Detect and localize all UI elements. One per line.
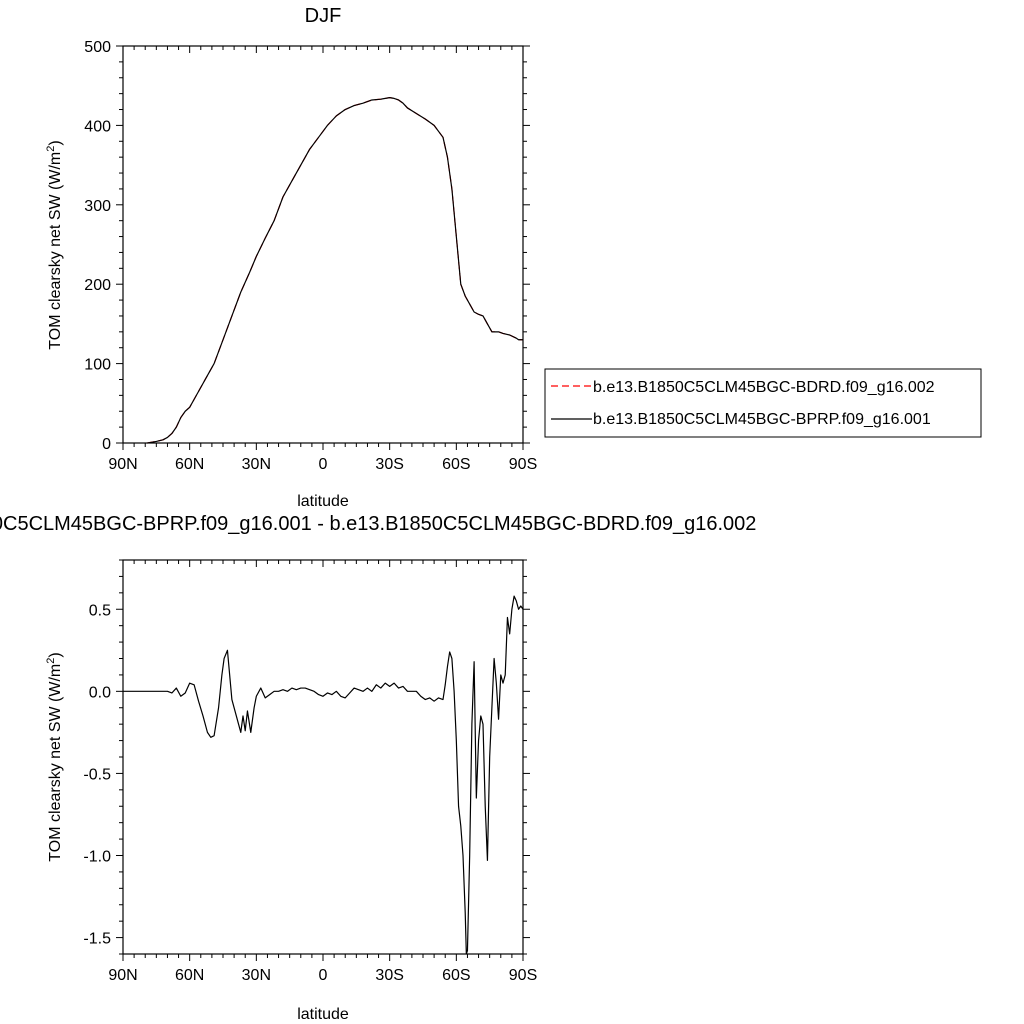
top-panel-y-tick-label: 0 [102,436,111,453]
top-panel-x-tick-label: 30S [375,456,403,473]
bottom-panel-x-tick-label: 30S [375,967,403,984]
bottom-panel-x-tick-label: 90S [509,967,537,984]
bottom-panel-ticks: 90N 60N 30N 0 30S 60S 90S 0.5 0.0 -0.5 -1.0 -1.5 [83,559,537,984]
top-panel-y-tick-label: 500 [84,39,111,56]
bottom-panel-title: b.e13.B1850C5CLM45BGC-BPRP.f09_g16.001 -… [0,513,756,535]
bottom-panel: b.e13.B1850C5CLM45BGC-BPRP.f09_g16.001 -… [0,513,756,1023]
top-panel-y-axis-label-main: TOM clearsky net SW (W/m [47,152,64,350]
top-panel-y-axis-label: TOM clearsky net SW (W/m2) [45,140,64,349]
top-panel-x-tick-label: 30N [242,456,271,473]
bottom-panel-y-axis-label: TOM clearsky net SW (W/m2) [45,652,64,861]
top-panel-y-tick-label: 300 [84,198,111,215]
top-panel-x-tick-label: 0 [319,456,328,473]
bottom-panel-series-layer [123,595,524,955]
bottom-panel-y-tick-label: -1.0 [83,849,111,866]
bottom-panel-plot-frame [122,559,524,955]
bottom-panel-y-tick-label: -1.5 [83,931,111,948]
legend: b.e13.B1850C5CLM45BGC-BDRD.f09_g16.002 b… [544,368,982,438]
top-panel-x-tick-label: 90S [509,456,537,473]
top-panel-x-tick-label: 90N [108,456,137,473]
bottom-panel-y-axis-label-end: ) [47,652,64,657]
bottom-panel-y-axis-label-main: TOM clearsky net SW (W/m [47,664,64,862]
top-panel-ticks: 90N 60N 30N 0 30S 60S 90S 0 100 200 300 400 500 [84,39,537,473]
top-panel-x-tick-label: 60S [442,456,470,473]
top-panel: DJF 90N 60N 30N 0 30S 60S 90S0100200300400500 … [45,5,537,510]
bottom-panel-x-axis-label: latitude [297,1006,349,1023]
top-panel-title: DJF [305,5,342,27]
legend-label-series-bprp: b.e13.B1850C5CLM45BGC-BPRP.f09_g16.001 [593,411,931,428]
legend-box [544,368,982,438]
bottom-panel-x-tick-label: 90N [108,967,137,984]
bottom-panel-x-tick-label: 30N [242,967,271,984]
bottom-panel-series-solid-line-0 [123,595,524,955]
bottom-panel-x-tick-label: 60N [175,967,204,984]
legend-label-series-bdrd: b.e13.B1850C5CLM45BGC-BDRD.f09_g16.002 [593,379,935,396]
top-panel-series-solid-line-1 [147,97,523,444]
top-panel-y-tick-label: 100 [84,357,111,374]
bottom-panel-y-tick-label: 0.5 [89,602,111,619]
top-panel-series-layer [147,97,523,444]
top-panel-y-axis-label-sup: 2 [45,146,57,152]
top-panel-x-axis-label: latitude [297,493,349,510]
top-panel-x-tick-label: 60N [175,456,204,473]
top-panel-y-tick-label: 400 [84,118,111,135]
top-panel-y-tick-label: 200 [84,277,111,294]
bottom-panel-y-tick-label: 0.0 [89,684,111,701]
top-panel-y-axis-label-end: ) [47,140,64,145]
bottom-panel-y-axis-label-sup: 2 [45,658,57,664]
bottom-panel-y-tick-label: -0.5 [83,766,111,783]
top-panel-plot-frame [122,45,524,444]
bottom-panel-x-tick-label: 0 [319,967,328,984]
top-panel-series-dashed-line-0 [147,97,523,444]
bottom-panel-x-tick-label: 60S [442,967,470,984]
